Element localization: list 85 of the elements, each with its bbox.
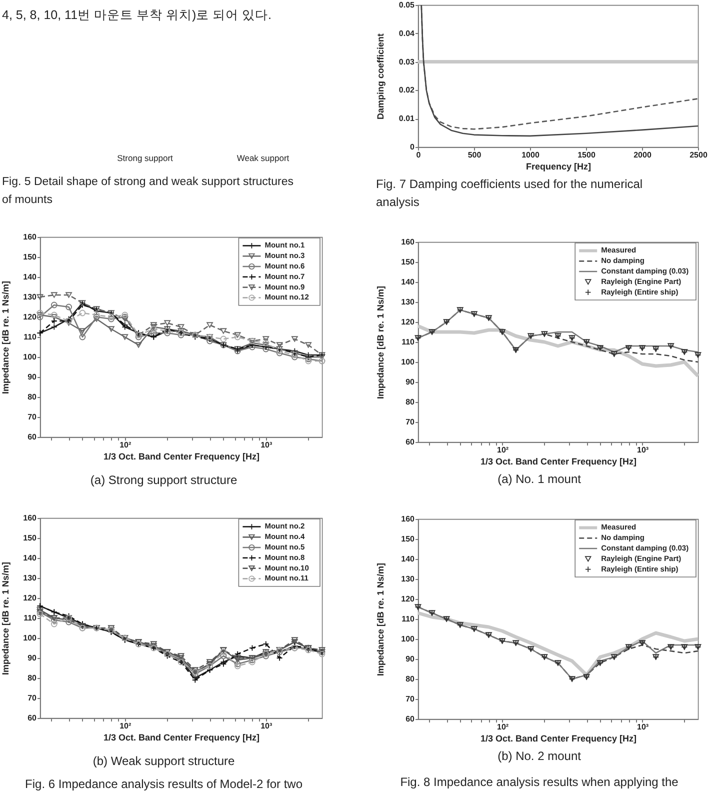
text: Weak support [236, 153, 290, 163]
y-tick-label: 110 [402, 614, 416, 624]
x-tick-label: 10³ [260, 722, 273, 730]
y-tick-label: 90 [406, 378, 416, 386]
y-tick-label: 130 [401, 574, 416, 584]
y-axis-title: Impedance [dB re. 1 Ns/m] [376, 562, 386, 676]
x-tick-label: 0 [416, 150, 422, 160]
x-tick-label: 500 [468, 150, 482, 160]
y-tick-label: 60 [406, 438, 416, 446]
text: Fig. 7 Damping coefficients used for the numerical analysis [376, 177, 643, 209]
y-tick-label: 160 [401, 238, 416, 246]
y-tick-label: 150 [401, 534, 416, 544]
y-axis-title: Impedance [dB re. 1 Ns/m] [376, 286, 386, 400]
x-tick-label: 1500 [578, 150, 596, 160]
y-tick-label: 80 [406, 674, 416, 684]
x-tick-label: 10² [497, 446, 509, 454]
y-tick-label: 70 [28, 412, 38, 422]
y-tick-label: 160 [401, 514, 416, 524]
y-tick-label: 80 [406, 398, 416, 406]
y-tick-label: 130 [23, 292, 38, 302]
y-tick-label: 90 [28, 654, 38, 662]
y-tick-label: 110 [24, 614, 38, 622]
caption: Fig. 8 Impedance analysis results when applying the [400, 775, 679, 789]
y-tick-label: 0.04 [398, 28, 416, 38]
x-tick-label: 2000 [634, 150, 652, 160]
y-tick-label: 140 [23, 272, 38, 282]
y-tick-label: 0.01 [398, 114, 416, 124]
y-tick-label: 130 [401, 298, 416, 306]
text: 4, 5, 8, 10, 11번 마운트 부착 위치)로 되어 있다. [2, 8, 272, 22]
caption: Fig. 6 Impedance analysis results of Model-2 for two [25, 777, 303, 791]
x-tick-label: 10³ [637, 722, 649, 732]
y-tick-label: 100 [401, 634, 416, 644]
text: (a) No. 1 mount [498, 472, 582, 486]
y-tick-label: 0.05 [398, 0, 416, 10]
y-tick-label: 90 [28, 372, 38, 382]
y-tick-label: 90 [406, 654, 416, 664]
text: Strong support [117, 153, 174, 163]
x-tick-label: 10² [120, 440, 132, 450]
y-tick-label: 110 [402, 338, 416, 346]
y-tick-label: 0 [410, 142, 416, 152]
y-tick-label: 120 [23, 312, 38, 322]
y-tick-label: 120 [401, 318, 416, 326]
y-tick-label: 120 [23, 594, 38, 602]
x-axis-title: 1/3 Oct. Band Center Frequency [Hz] [103, 452, 260, 462]
x-tick-label: 10² [497, 722, 509, 732]
y-tick-label: 60 [406, 714, 416, 724]
y-tick-label: 0.03 [398, 57, 416, 66]
y-tick-label: 70 [28, 694, 38, 702]
text: (b) No. 2 mount [498, 749, 582, 763]
y-tick-label: 100 [23, 352, 38, 362]
y-tick-label: 100 [23, 634, 38, 642]
y-tick-label: 120 [401, 594, 416, 604]
y-tick-label: 150 [401, 258, 416, 266]
y-tick-label: 110 [24, 332, 38, 342]
x-axis-title: Frequency [Hz] [526, 162, 592, 172]
y-tick-label: 80 [28, 674, 38, 682]
x-axis-title: 1/3 Oct. Band Center Frequency [Hz] [480, 456, 637, 466]
y-tick-label: 100 [401, 358, 416, 366]
y-tick-label: 160 [23, 514, 38, 522]
x-tick-label: 10² [120, 722, 132, 730]
y-axis-title: Impedance [dB re. 1 Ns/m] [0, 562, 10, 676]
y-tick-label: 150 [23, 252, 38, 262]
y-tick-label: 140 [23, 554, 38, 562]
x-tick-label: 10³ [637, 446, 649, 454]
y-tick-label: 80 [28, 392, 38, 402]
y-tick-label: 130 [23, 574, 38, 582]
x-tick-label: 2500 [690, 150, 708, 160]
y-tick-label: 140 [401, 554, 416, 564]
x-tick-label: 1000 [522, 150, 540, 160]
x-axis-title: 1/3 Oct. Band Center Frequency [Hz] [480, 734, 637, 744]
y-tick-label: 160 [23, 232, 38, 242]
y-tick-label: 140 [401, 278, 416, 286]
y-tick-label: 150 [23, 534, 38, 542]
y-tick-label: 70 [406, 418, 416, 426]
y-axis-title: Impedance [dB re. 1 Ns/m] [0, 280, 10, 394]
y-tick-label: 70 [406, 694, 416, 704]
text: (b) Weak support structure [92, 754, 236, 768]
text: Fig. 5 Detail shape of strong and weak support structures of mounts [2, 176, 294, 206]
y-tick-label: 60 [28, 432, 38, 442]
x-axis-title: 1/3 Oct. Band Center Frequency [Hz] [103, 732, 260, 742]
y-axis-title: Damping coefficient [376, 33, 386, 120]
text: (a) Strong support structure [90, 473, 238, 487]
x-tick-label: 10³ [260, 440, 273, 450]
y-tick-label: 60 [28, 714, 38, 722]
y-tick-label: 0.02 [398, 86, 416, 95]
